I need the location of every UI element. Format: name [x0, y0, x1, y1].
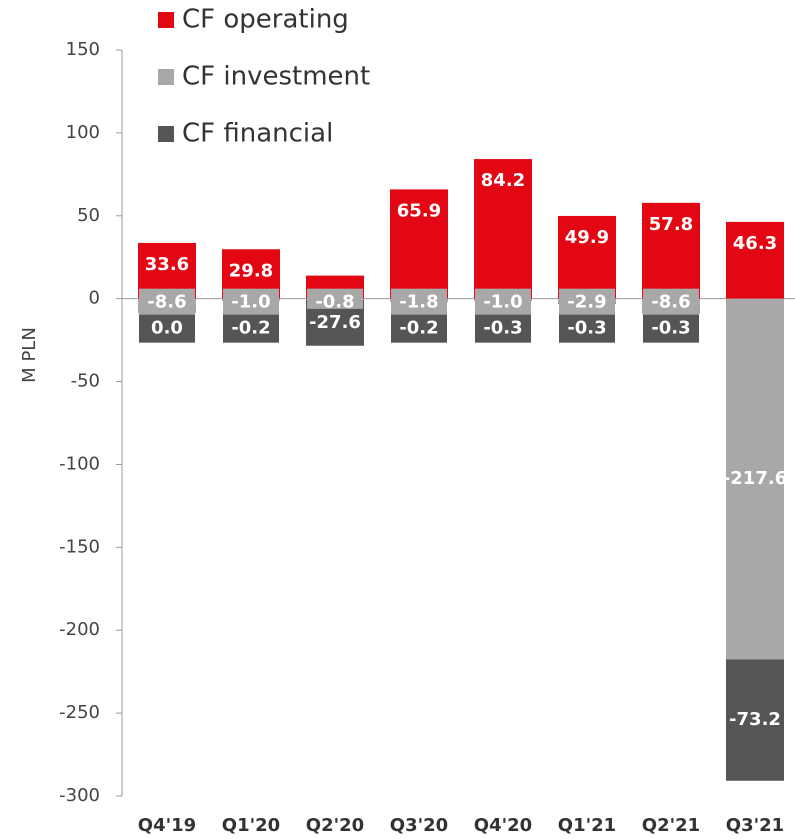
value-label: -8.6 [147, 292, 186, 313]
value-label-box [139, 250, 195, 279]
value-label: 29.8 [229, 260, 273, 281]
value-label-box [643, 314, 699, 343]
y-tick-label: 100 [66, 122, 100, 143]
x-tick-label: Q4'19 [138, 815, 196, 836]
x-tick-label: Q4'20 [474, 815, 532, 836]
value-label-box [559, 314, 615, 343]
value-label: 33.6 [145, 254, 189, 275]
value-label: -0.8 [315, 292, 354, 313]
legend-swatch [158, 12, 174, 28]
value-label: 65.9 [397, 200, 441, 221]
y-tick-label: 150 [66, 39, 100, 60]
value-label: 49.9 [565, 227, 609, 248]
legend-label: CF financial [182, 119, 333, 149]
value-label-box [391, 314, 447, 343]
y-tick-label: 0 [89, 288, 100, 309]
value-label: 46.3 [733, 233, 777, 254]
x-tick-label: Q1'21 [558, 815, 616, 836]
value-label: -0.3 [651, 318, 690, 339]
value-label: -8.6 [651, 292, 690, 313]
value-label: -1.0 [483, 292, 522, 313]
value-label: 84.2 [481, 170, 525, 191]
y-tick-label: -100 [59, 453, 100, 474]
y-tick-label: -50 [71, 371, 100, 392]
value-label: -73.2 [729, 709, 781, 730]
x-tick-label: Q2'20 [306, 815, 364, 836]
x-tick-label: Q2'21 [642, 815, 700, 836]
value-label-box [727, 706, 783, 735]
value-label-box [307, 308, 363, 337]
y-tick-label: 50 [77, 205, 100, 226]
value-label: -0.3 [483, 318, 522, 339]
value-label-box [727, 465, 783, 494]
y-tick-label: -300 [59, 785, 100, 806]
value-label-box [223, 288, 279, 317]
legend-swatch [158, 126, 174, 142]
value-label-box [223, 314, 279, 343]
y-tick-label: -150 [59, 536, 100, 557]
value-label-box [139, 288, 195, 317]
y-tick-label: -200 [59, 619, 100, 640]
value-label-box [727, 229, 783, 258]
value-label: -0.3 [567, 318, 606, 339]
value-label-box [391, 197, 447, 226]
value-label-box [223, 257, 279, 286]
value-label: -2.9 [567, 292, 606, 313]
y-axis-label: M PLN [19, 327, 40, 383]
legend-label: CF operating [182, 5, 349, 35]
value-label: -1.0 [231, 292, 270, 313]
x-tick-label: Q3'21 [726, 815, 784, 836]
value-label: -217.6 [723, 468, 787, 489]
value-label-box [559, 223, 615, 252]
y-tick-label: -250 [59, 702, 100, 723]
value-label-box [139, 314, 195, 343]
value-label: -27.6 [309, 312, 361, 333]
value-label: 57.8 [649, 214, 693, 235]
x-tick-label: Q1'20 [222, 815, 280, 836]
value-label-box [391, 288, 447, 317]
value-label: -1.8 [399, 292, 438, 313]
value-label-box [559, 288, 615, 317]
value-label-box [475, 288, 531, 317]
legend-swatch [158, 69, 174, 85]
value-label: 0.0 [151, 318, 183, 339]
value-label: -0.2 [399, 318, 438, 339]
x-tick-label: Q3'20 [390, 815, 448, 836]
value-label-box [475, 167, 531, 196]
value-label-box [643, 210, 699, 239]
value-label: -0.2 [231, 318, 270, 339]
legend-label: CF investment [182, 62, 370, 92]
value-label-box [475, 314, 531, 343]
value-label-box [643, 288, 699, 317]
